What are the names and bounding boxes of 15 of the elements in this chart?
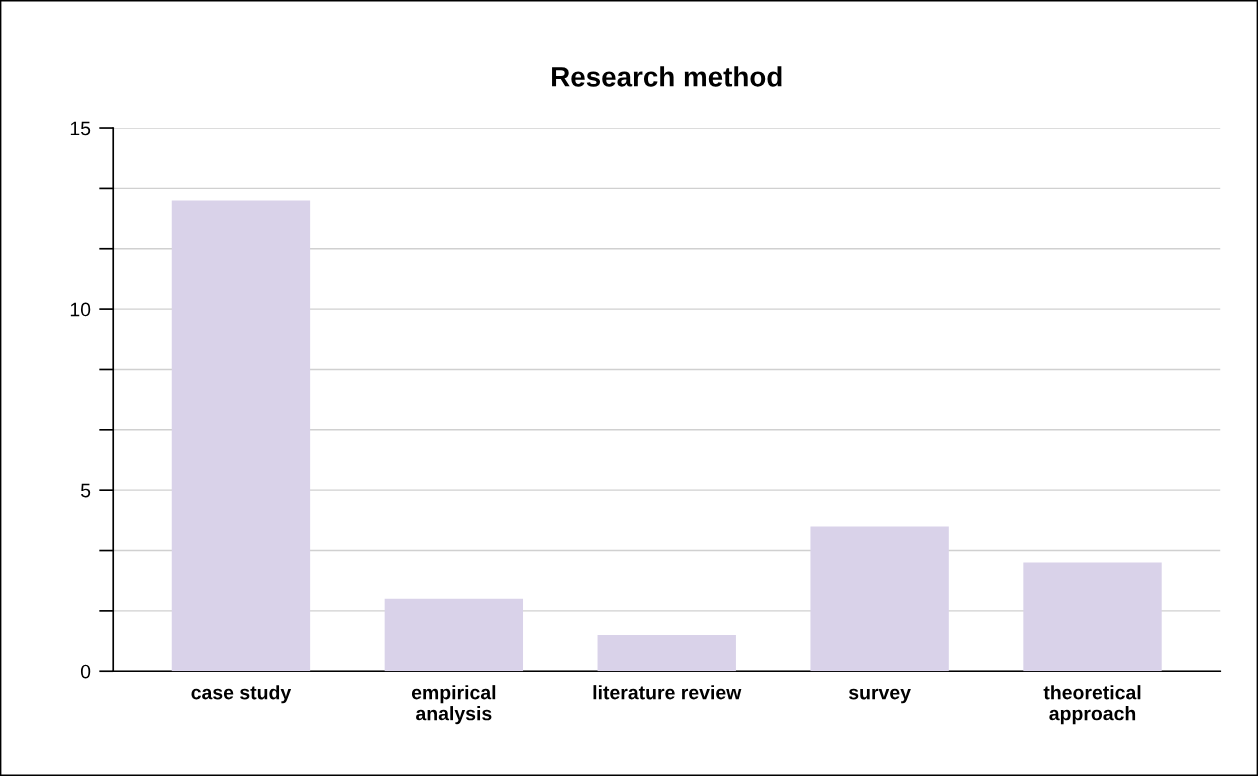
bar <box>810 526 949 672</box>
bar <box>171 200 311 672</box>
x-tick-label: theoretical approach <box>1043 685 1141 725</box>
x-tick-label: case study <box>191 685 292 704</box>
x-tick-label: survey <box>848 688 911 704</box>
bar <box>1023 562 1162 672</box>
chart-title: Research method <box>552 66 782 87</box>
y-tick-label: 10 <box>70 302 91 317</box>
y-tick-label: 0 <box>80 664 91 679</box>
bar <box>384 598 524 672</box>
x-tick-label: literature review <box>593 685 742 700</box>
y-tick-label: 5 <box>80 483 91 498</box>
bar <box>597 635 736 672</box>
x-tick-label: empirical analysis <box>411 685 496 725</box>
y-tick-label: 15 <box>70 121 91 136</box>
